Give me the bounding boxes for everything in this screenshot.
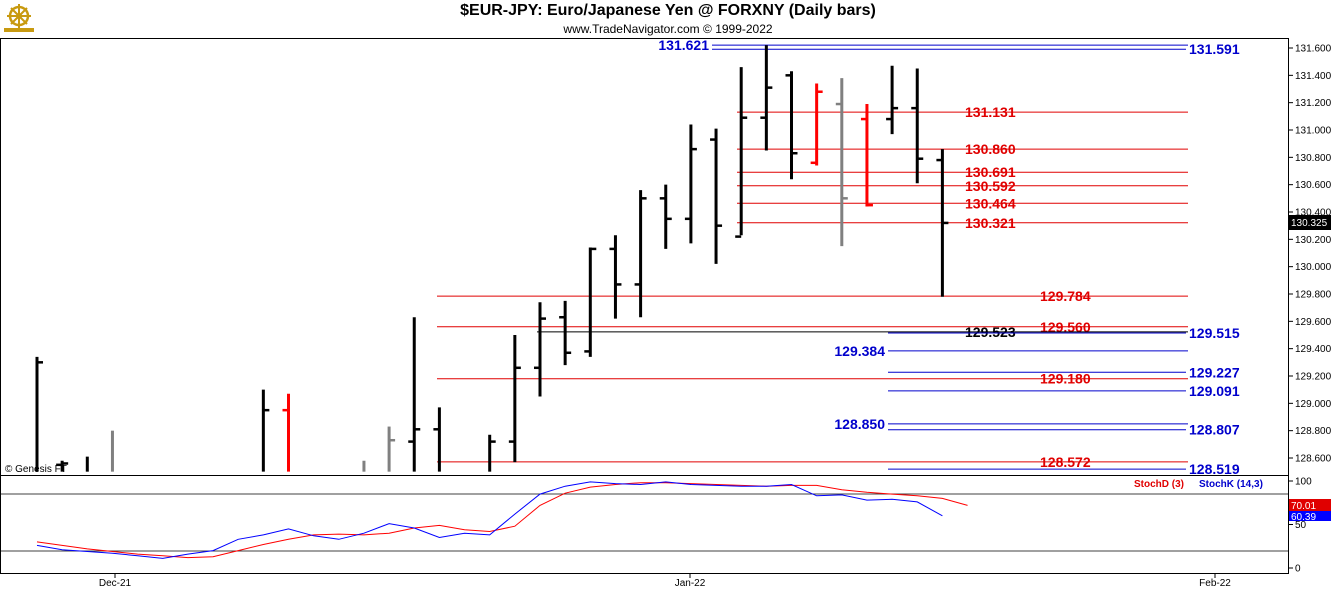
x-tick-label: Dec-21 [99,578,132,589]
level-label: 129.784 [1040,288,1091,304]
price-tick-label: 128.800 [1295,426,1332,437]
stoch-tick-label: 100 [1295,477,1312,488]
level-label: 128.807 [1189,422,1240,438]
level-label: 130.860 [965,141,1016,157]
stochd-last-tag-bg [1289,499,1331,511]
level-label: 130.321 [965,215,1016,231]
price-tick-label: 129.000 [1295,399,1332,410]
price-tick-label: 130.200 [1295,235,1332,246]
stochk-legend: StochK (14,3) [1199,479,1263,490]
level-label: 130.592 [965,178,1016,194]
price-y-axis: 131.600 131.400 131.200 131.000 130.800 130.6… [1288,44,1332,465]
stochd-line [36,482,968,559]
level-label: 131.591 [1189,41,1240,57]
chart-header: $EUR-JPY: Euro/Japanese Yen @ FORXNY (Da… [0,0,1336,38]
stochd-last-tag: 70.01 [1291,501,1316,512]
price-tick-label: 131.000 [1295,126,1332,137]
stochastic-lines [36,481,968,559]
level-label: 128.572 [1040,454,1091,470]
level-label: 130.464 [965,195,1016,211]
price-tick-label: 130.800 [1295,153,1332,164]
price-tick-label: 130.600 [1295,180,1332,191]
level-label: 129.560 [1040,319,1091,335]
price-tick-label: 129.800 [1295,290,1332,301]
level-label: 128.850 [834,416,885,432]
price-tick-label: 129.400 [1295,344,1332,355]
chart-title: $EUR-JPY: Euro/Japanese Yen @ FORXNY (Da… [460,2,876,19]
x-axis: Dec-21 Jan-22 Feb-22 [99,573,1231,589]
chart-subtitle: www.TradeNavigator.com © 1999-2022 [563,22,773,36]
price-panel [0,38,1289,476]
price-tick-label: 128.600 [1295,454,1332,465]
stochd-legend: StochD (3) [1134,479,1184,490]
stochk-last-tag: 60.39 [1291,512,1316,523]
last-price-tag-bg [1289,215,1331,230]
stochk-line [36,481,943,559]
price-tick-label: 129.200 [1295,372,1332,383]
level-label: 129.180 [1040,371,1091,387]
support-resistance-levels: 131.621 131.591 131.131 130.860 130.691130.5… [437,37,1240,477]
stoch-tick-label: 50 [1295,520,1307,531]
level-label: 130.691 [965,164,1016,180]
stoch-y-axis: 100 50 0 [1288,477,1312,575]
level-label: 129.091 [1189,383,1240,399]
ohlc-bars [35,45,949,472]
stochk-last-tag-bg [1289,511,1331,521]
level-label: 129.384 [834,343,885,359]
x-tick-label: Feb-22 [1199,578,1231,589]
price-tick-label: 131.600 [1295,44,1332,55]
price-tick-label: 129.600 [1295,317,1332,328]
last-price-tag: 130.325 [1291,218,1328,229]
x-tick-label: Jan-22 [675,578,706,589]
price-tick-label: 130.400 [1295,208,1332,219]
level-label: 131.131 [965,104,1016,120]
level-label: 129.227 [1189,364,1240,380]
level-label: 131.621 [658,37,709,53]
price-tick-label: 131.200 [1295,98,1332,109]
ship-wheel-icon [4,4,34,32]
stoch-tick-label: 0 [1295,564,1301,575]
level-label: 128.519 [1189,461,1240,477]
price-tick-label: 130.000 [1295,262,1332,273]
price-tick-label: 131.400 [1295,71,1332,82]
level-label: 129.523 [965,324,1016,340]
watermark: © Genesis FT [5,464,67,475]
stochastic-panel [0,475,1289,574]
level-label: 129.515 [1189,325,1240,341]
